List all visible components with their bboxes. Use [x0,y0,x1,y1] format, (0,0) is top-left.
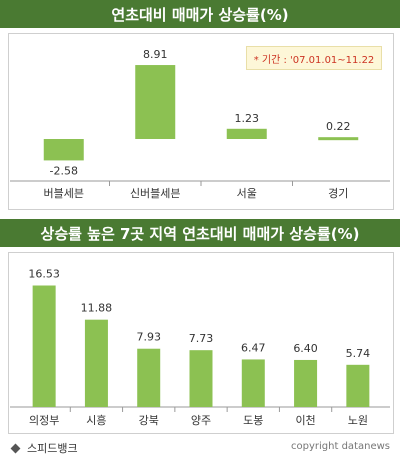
chart1-value-label-0: -2.58 [50,164,78,177]
chart2-category-label-3: 양주 [191,414,211,427]
chart1-value-label-1: 8.91 [143,48,168,61]
chart2-bar-0 [32,285,56,407]
chart2-value-label-1: 11.88 [81,302,113,315]
chart2-value-label-6: 5.74 [346,347,371,360]
chart1-value-label-3: 0.22 [326,120,351,133]
chart2-title: 상승률 높은 7곳 지역 연초대비 매매가 상승률(%) [0,219,400,247]
chart1-category-label-2: 서울 [237,187,257,200]
chart1-value-label-2: 1.23 [235,112,260,125]
chart2-value-label-5: 6.40 [293,342,318,355]
chart2-value-label-4: 6.47 [241,341,266,354]
chart2-bar-4 [241,359,265,407]
chart1-period-note: * 기간 : '07.01.01~11.22 [246,46,382,70]
chart2-category-label-2: 강북 [139,414,159,427]
chart2-bar-2 [137,348,161,407]
copyright-text: copyright datanews [291,441,390,452]
chart2-category-label-5: 이천 [295,413,315,427]
chart2-bar-3 [189,350,213,407]
chart2-value-label-3: 7.73 [189,332,214,345]
chart1-category-label-1: 신버블세븐 [130,187,181,200]
chart1-bar-3 [318,137,359,141]
chart2-category-label-6: 노원 [348,414,368,427]
chart2-category-label-0: 의정부 [29,414,59,427]
chart2-bar-1 [84,319,108,407]
chart2-category-label-4: 도봉 [243,414,263,427]
chart2-value-label-0: 16.53 [28,268,60,281]
chart2-bar-5 [294,359,318,407]
chart2-category-label-1: 시흥 [86,413,106,427]
chart2-value-label-2: 7.93 [136,331,161,344]
chart1-category-label-3: 경기 [328,187,348,200]
chart1-bar-0 [43,139,84,161]
source-text: 스피드뱅크 [27,442,78,455]
chart1-category-label-0: 버블세븐 [44,187,84,200]
diamond-icon [10,443,21,453]
source-label: 스피드뱅크 [10,440,78,456]
chart1-bar-2 [226,128,267,139]
chart2-bar-6 [346,364,370,407]
chart1-bar-1 [135,65,176,139]
chart1-title: 연초대비 매매가 상승률(%) [0,0,400,28]
